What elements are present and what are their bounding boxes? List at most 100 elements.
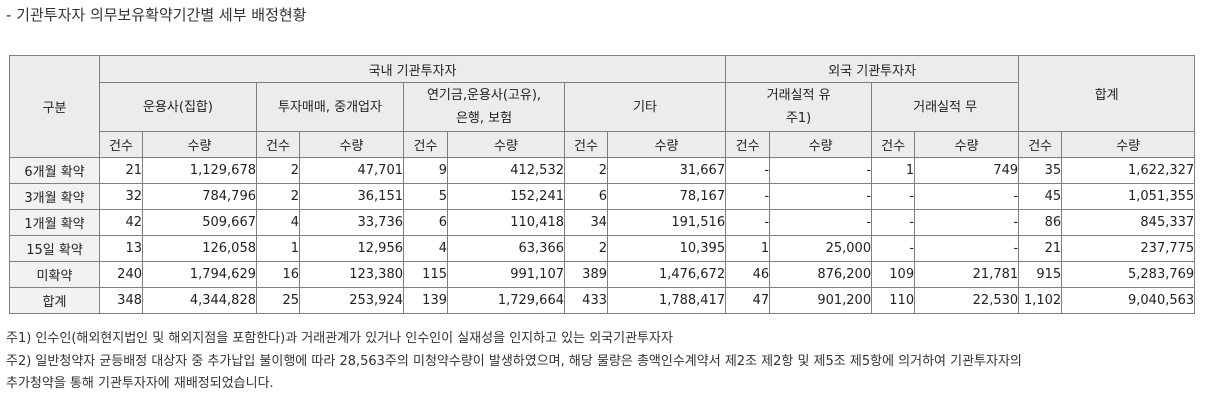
table-cell: 1,788,417 bbox=[606, 287, 727, 314]
table-cell: 389 bbox=[564, 261, 608, 288]
table-cell: 9,040,563 bbox=[1061, 287, 1196, 314]
count-header: 건수 bbox=[1018, 131, 1063, 158]
row-label: 1개월 확약 bbox=[9, 209, 100, 236]
table-cell: - bbox=[914, 209, 1020, 236]
table-cell: 4 bbox=[256, 209, 300, 236]
group-header: 거래실적 무 bbox=[871, 82, 1020, 132]
table-cell: 4 bbox=[403, 235, 448, 262]
table-cell: 1,051,355 bbox=[1061, 183, 1196, 210]
table-cell: - bbox=[871, 209, 916, 236]
table-cell: 47 bbox=[725, 287, 771, 314]
table-cell: 25 bbox=[256, 287, 300, 314]
table-cell: - bbox=[769, 209, 873, 236]
table-cell: 412,532 bbox=[447, 157, 565, 184]
table-cell: 109 bbox=[871, 261, 916, 288]
row-label: 3개월 확약 bbox=[9, 183, 100, 210]
table-cell: 25,000 bbox=[769, 235, 873, 262]
total-header: 합계 bbox=[1018, 55, 1196, 132]
table-cell: 2 bbox=[256, 157, 300, 184]
table-cell: 35 bbox=[1018, 157, 1063, 184]
table-cell: 348 bbox=[99, 287, 143, 314]
table-cell: 32 bbox=[99, 183, 143, 210]
table-cell: - bbox=[871, 183, 916, 210]
table-cell: 21,781 bbox=[914, 261, 1020, 288]
table-cell: 1,622,327 bbox=[1061, 157, 1196, 184]
table-cell: 240 bbox=[99, 261, 143, 288]
table-cell: 915 bbox=[1018, 261, 1063, 288]
table-cell: 845,337 bbox=[1061, 209, 1196, 236]
table-cell: 1,729,664 bbox=[447, 287, 565, 314]
table-cell: 123,380 bbox=[299, 261, 404, 288]
quantity-header: 수량 bbox=[142, 131, 257, 158]
count-header: 건수 bbox=[725, 131, 771, 158]
table-row: 6개월 확약 21 1,129,678 2 47,701 9 412,532 2 31,667-… bbox=[9, 157, 1196, 184]
table-cell: 1 bbox=[871, 157, 916, 184]
group-header: 거래실적 유 주1) bbox=[725, 82, 873, 132]
table-row: 1개월 확약 42 509,667 4 33,736 6 110,418 34 191,516-… bbox=[9, 209, 1196, 236]
table-row: 3개월 확약 32 784,796 2 36,151 5 152,241 6 78,167- - -… bbox=[9, 183, 1196, 210]
group-header: 투자매매, 중개업자 bbox=[256, 82, 404, 132]
quantity-header: 수량 bbox=[769, 131, 873, 158]
table-cell: 2 bbox=[256, 183, 300, 210]
table-cell: 509,667 bbox=[142, 209, 257, 236]
table-cell: 433 bbox=[564, 287, 608, 314]
table-cell: 1 bbox=[256, 235, 300, 262]
table-cell: 2 bbox=[564, 157, 608, 184]
table-cell: 16 bbox=[256, 261, 300, 288]
table-cell: 991,107 bbox=[447, 261, 565, 288]
foreign-investor-header: 외국 기관투자자 bbox=[725, 55, 1020, 83]
table-cell: 110,418 bbox=[447, 209, 565, 236]
table-cell: 9 bbox=[403, 157, 448, 184]
section-title: - 기관투자자 의무보유확약기간별 세부 배정현황 bbox=[6, 6, 307, 24]
domestic-investor-header: 국내 기관투자자 bbox=[98, 55, 727, 83]
row-label: 합계 bbox=[9, 287, 100, 314]
table-row: 미확약 240 1,794,629 16 123,380 115 991,107 389 1,4… bbox=[9, 261, 1196, 288]
table-cell: 42 bbox=[99, 209, 143, 236]
table-row: 15일 확약 13 126,058 1 12,956 4 63,366 2 10,395 1 25,… bbox=[9, 235, 1196, 262]
allocation-table: 구분 국내 기관투자자 외국 기관투자자 합계 운용사(집합) 투자매매, 중개업… bbox=[9, 55, 1196, 314]
table-cell: 139 bbox=[403, 287, 448, 314]
table-cell: 5 bbox=[403, 183, 448, 210]
table-cell: 45 bbox=[1018, 183, 1063, 210]
table-cell: 6 bbox=[564, 183, 608, 210]
table-cell: 253,924 bbox=[299, 287, 404, 314]
table-cell: - bbox=[725, 209, 771, 236]
footnote-2: 주2) 일반청약자 균등배정 대상자 중 추가납입 불이행에 따라 28,563… bbox=[6, 353, 1022, 369]
table-cell: 13 bbox=[99, 235, 143, 262]
quantity-header: 수량 bbox=[299, 131, 404, 158]
table-cell: 78,167 bbox=[606, 183, 727, 210]
table-cell: 237,775 bbox=[1061, 235, 1196, 262]
table-cell: 10,395 bbox=[606, 235, 727, 262]
table-cell: 47,701 bbox=[299, 157, 404, 184]
group-header: 기타 bbox=[563, 82, 727, 132]
table-cell: 21 bbox=[1018, 235, 1063, 262]
footnote-2-continued: 추가청약을 통해 기관투자자에 재배정되었습니다. bbox=[6, 376, 274, 391]
count-header: 건수 bbox=[871, 131, 916, 158]
table-cell: 784,796 bbox=[142, 183, 257, 210]
quantity-header: 수량 bbox=[447, 131, 565, 158]
count-header: 건수 bbox=[403, 131, 448, 158]
table-cell: 4,344,828 bbox=[142, 287, 257, 314]
group-header: 운용사(집합) bbox=[99, 82, 257, 132]
table-cell: 1 bbox=[725, 235, 771, 262]
table-cell: 1,476,672 bbox=[606, 261, 727, 288]
table-cell: 22,530 bbox=[914, 287, 1020, 314]
footnotes: 주1) 인수인(해외현지법인 및 해외지점을 포함한다)과 거래관계가 있거나 … bbox=[6, 328, 1022, 396]
table-cell: 46 bbox=[725, 261, 771, 288]
row-label: 15일 확약 bbox=[9, 235, 100, 262]
table-cell: - bbox=[769, 183, 873, 210]
quantity-header: 수량 bbox=[1061, 131, 1196, 158]
count-header: 건수 bbox=[256, 131, 300, 158]
count-header: 건수 bbox=[99, 131, 143, 158]
group-header: 연기금,운용사(고유), 은행, 보험 bbox=[403, 82, 565, 132]
table-cell: - bbox=[914, 183, 1020, 210]
table-cell: 36,151 bbox=[299, 183, 404, 210]
table-cell: - bbox=[914, 235, 1020, 262]
table-cell: 5,283,769 bbox=[1061, 261, 1196, 288]
table-cell: 191,516 bbox=[606, 209, 727, 236]
row-label: 6개월 확약 bbox=[9, 157, 100, 184]
count-header: 건수 bbox=[564, 131, 608, 158]
table-cell: 2 bbox=[564, 235, 608, 262]
table-cell: 1,794,629 bbox=[142, 261, 257, 288]
footnote-1: 주1) 인수인(해외현지법인 및 해외지점을 포함한다)과 거래관계가 있거나 … bbox=[6, 331, 673, 346]
